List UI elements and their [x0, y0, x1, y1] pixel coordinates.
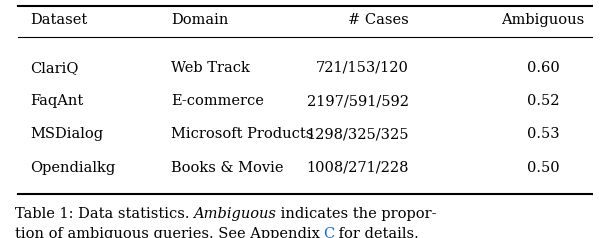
Text: FaqAnt: FaqAnt [30, 94, 84, 108]
Text: Web Track: Web Track [171, 61, 249, 75]
Text: 721/153/120: 721/153/120 [316, 61, 409, 75]
Text: # Cases: # Cases [348, 13, 409, 27]
Text: tion of ambiguous queries. See Appendix: tion of ambiguous queries. See Appendix [15, 228, 323, 238]
Text: Microsoft Products: Microsoft Products [171, 128, 313, 141]
Text: E-commerce: E-commerce [171, 94, 264, 108]
Text: 0.50: 0.50 [526, 161, 559, 175]
Text: 1298/325/325: 1298/325/325 [306, 128, 409, 141]
Text: Ambiguous: Ambiguous [501, 13, 584, 27]
Text: Table 1: Data statistics.: Table 1: Data statistics. [15, 207, 193, 221]
Text: Books & Movie: Books & Movie [171, 161, 283, 175]
Text: 1008/271/228: 1008/271/228 [306, 161, 409, 175]
Text: 2197/591/592: 2197/591/592 [307, 94, 409, 108]
Text: Dataset: Dataset [30, 13, 88, 27]
Text: 0.53: 0.53 [526, 128, 559, 141]
Text: 0.52: 0.52 [526, 94, 559, 108]
Text: indicates the propor-: indicates the propor- [276, 207, 436, 221]
Text: ClariQ: ClariQ [30, 61, 79, 75]
Text: C: C [323, 228, 334, 238]
Text: MSDialog: MSDialog [30, 128, 104, 141]
Text: Opendialkg: Opendialkg [30, 161, 116, 175]
Text: 0.60: 0.60 [526, 61, 559, 75]
Text: for details.: for details. [334, 228, 419, 238]
Text: Ambiguous: Ambiguous [193, 207, 276, 221]
Text: Domain: Domain [171, 13, 228, 27]
